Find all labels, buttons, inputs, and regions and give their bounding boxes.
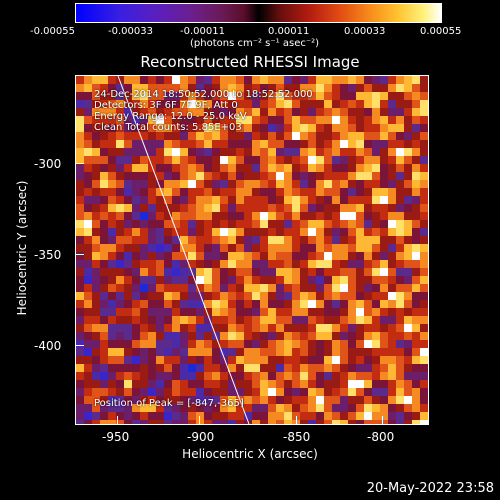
solar-limb-line: [117, 76, 250, 424]
y-tick-label: -400: [34, 339, 62, 353]
plot-title: Reconstructed RHESSI Image: [140, 53, 360, 71]
reconstructed-image: [76, 76, 428, 424]
y-tick-label: -350: [34, 248, 62, 262]
x-axis-label: Heliocentric X (arcsec): [182, 447, 318, 461]
colorbar-tick: 0.00011: [268, 26, 310, 37]
timestamp: 20-May-2022 23:58: [366, 481, 494, 496]
time-range-label: 24-Dec-2014 18:50:52.000 to 18:52:52.000: [94, 89, 313, 100]
colorbar: [75, 3, 442, 23]
colorbar-tick: -0.00033: [108, 26, 153, 37]
colorbar-tick: 0.00055: [420, 26, 462, 37]
y-tick-label: -300: [34, 157, 62, 171]
energy-range-label: Energy Range: 12.0 - 25.0 keV: [94, 111, 247, 122]
x-tick-label: -850: [283, 430, 311, 444]
y-axis-label: Heliocentric Y (arcsec): [15, 180, 29, 316]
algorithm-label: Clean Total counts: 5.85E+03: [94, 122, 242, 133]
colorbar-tick: 0.00033: [344, 26, 386, 37]
colorbar-units: (photons cm⁻² s⁻¹ asec⁻²): [190, 38, 320, 49]
x-tick-label: -950: [102, 430, 130, 444]
x-tick-label: -800: [367, 430, 395, 444]
colorbar-tick: -0.00011: [180, 26, 225, 37]
image-plot-area: 24-Dec-2014 18:50:52.000 to 18:52:52.000…: [75, 75, 429, 425]
x-tick-label: -900: [187, 430, 215, 444]
detectors-label: Detectors: 3F 6F 7F 9F, Att 0: [94, 100, 238, 111]
peak-position-label: Position of Peak = [-847,-365]: [94, 398, 244, 409]
colorbar-tick: -0.00055: [30, 26, 75, 37]
